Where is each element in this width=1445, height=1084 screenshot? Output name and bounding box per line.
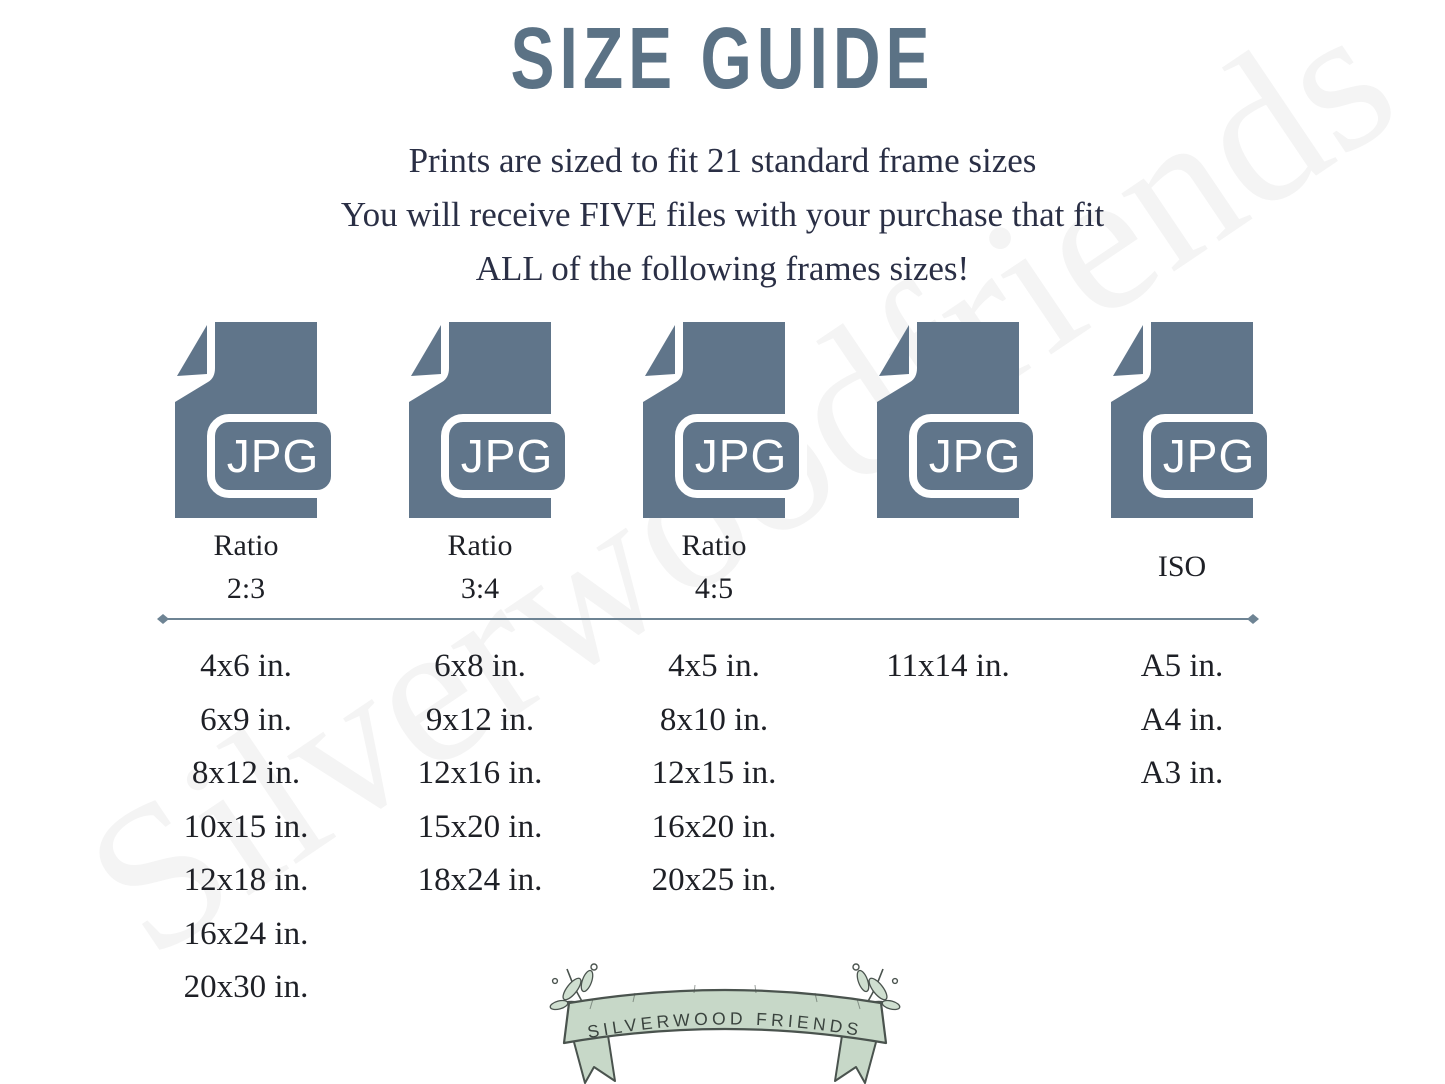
ratio-value: 3:4	[460, 572, 500, 605]
jpg-file-icon: JPG	[877, 322, 1041, 518]
header: SIZE GUIDE	[0, 14, 1445, 101]
ratio-label: Ratio 2:3	[214, 524, 279, 610]
ratio-word: Ratio	[213, 529, 279, 562]
intro-line-1: Prints are sized to fit 21 standard fram…	[408, 141, 1037, 180]
file-format-row: JPG Ratio 2:3 JPG Ratio 3:4	[129, 322, 1299, 610]
divider-diamond-right	[1247, 614, 1259, 624]
size-item: 16x24 in.	[183, 915, 309, 952]
size-item: A4 in.	[1140, 701, 1224, 738]
file-fold-corner	[1113, 325, 1143, 376]
size-item: 9x12 in.	[425, 701, 535, 738]
size-item	[1065, 961, 1299, 1015]
size-column-11x14: 11x14 in.	[831, 640, 1065, 1015]
divider-diamond-left	[157, 614, 169, 624]
size-column-iso: A5 in. A4 in. A3 in.	[1065, 640, 1299, 1015]
file-fold-corner	[879, 325, 909, 376]
size-item: 6x9 in.	[200, 701, 292, 738]
size-item: 10x15 in.	[183, 808, 309, 845]
file-fold-corner	[177, 325, 207, 376]
jpg-badge	[441, 414, 573, 498]
jpg-badge-label: JPG	[461, 430, 553, 482]
ratio-label: Ratio 4:5	[682, 524, 747, 610]
jpg-badge	[207, 414, 339, 498]
size-item	[1065, 854, 1299, 908]
size-item: 15x20 in.	[417, 808, 543, 845]
size-column-3-4: 6x8 in. 9x12 in. 12x16 in. 15x20 in. 18x…	[363, 640, 597, 1015]
format-column-4-5: JPG Ratio 4:5	[597, 322, 831, 610]
size-item: 20x30 in.	[183, 969, 309, 1005]
ratio-word: Ratio	[681, 529, 747, 562]
ratio-value: 4:5	[694, 572, 734, 605]
size-item: 16x20 in.	[651, 808, 777, 845]
size-item: 20x25 in.	[651, 862, 777, 898]
intro-text: Prints are sized to fit 21 standard fram…	[0, 134, 1445, 296]
size-item: 4x6 in.	[200, 648, 292, 684]
size-item: 18x24 in.	[417, 862, 543, 898]
ribbon-hatching	[589, 984, 861, 1010]
intro-line-3: ALL of the following frames sizes!	[475, 249, 970, 288]
jpg-file-icon: JPG	[643, 322, 807, 518]
size-item: 11x14 in.	[886, 648, 1010, 684]
jpg-file-icon: JPG	[175, 322, 339, 518]
size-item	[831, 747, 1065, 801]
size-item: A5 in.	[1140, 648, 1224, 684]
size-item	[831, 854, 1065, 908]
file-fold-corner	[645, 325, 675, 376]
page-title: SIZE GUIDE	[510, 8, 935, 107]
size-item: 8x12 in.	[191, 755, 301, 791]
size-item	[831, 694, 1065, 748]
size-item: 8x10 in.	[659, 701, 769, 738]
size-item: 4x5 in.	[668, 648, 760, 684]
file-fold-corner	[411, 325, 441, 376]
size-item: 12x15 in.	[651, 755, 777, 791]
botanical-sprig-left	[549, 963, 598, 1026]
size-table: 4x6 in. 6x9 in. 8x12 in. 10x15 in. 12x18…	[129, 640, 1299, 1015]
size-column-4-5: 4x5 in. 8x10 in. 12x15 in. 16x20 in. 20x…	[597, 640, 831, 1015]
brand-banner: SILVERWOOD FRIENDS	[549, 963, 902, 1084]
size-item	[1065, 801, 1299, 855]
jpg-badge	[675, 414, 807, 498]
jpg-badge	[909, 414, 1041, 498]
iso-word: ISO	[1157, 550, 1207, 583]
intro-line-2: You will receive FIVE files with your pu…	[340, 195, 1105, 234]
jpg-file-icon: JPG	[1111, 322, 1275, 518]
size-item	[1065, 908, 1299, 962]
ratio-label: Ratio 3:4	[448, 524, 513, 610]
jpg-badge-label: JPG	[929, 430, 1021, 482]
jpg-badge-label: JPG	[1163, 430, 1255, 482]
iso-label: ISO	[1158, 524, 1206, 588]
jpg-badge-label: JPG	[695, 430, 787, 482]
size-item: 12x18 in.	[183, 862, 309, 898]
jpg-file-icon: JPG	[409, 322, 573, 518]
ribbon-band	[562, 988, 888, 1045]
jpg-badge	[1143, 414, 1275, 498]
size-column-2-3: 4x6 in. 6x9 in. 8x12 in. 10x15 in. 12x18…	[129, 640, 363, 1015]
jpg-badge-label: JPG	[227, 430, 319, 482]
size-item	[831, 801, 1065, 855]
divider-line	[157, 614, 1259, 624]
format-column-iso: JPG ISO	[1065, 322, 1299, 610]
format-column-11x14: JPG	[831, 322, 1065, 610]
format-column-2-3: JPG Ratio 2:3	[129, 322, 363, 610]
ratio-value: 2:3	[226, 572, 266, 605]
size-item: A3 in.	[1140, 755, 1224, 791]
size-item: 12x16 in.	[417, 755, 543, 791]
format-column-3-4: JPG Ratio 3:4	[363, 322, 597, 610]
ratio-word: Ratio	[447, 529, 513, 562]
size-item: 6x8 in.	[434, 648, 526, 684]
